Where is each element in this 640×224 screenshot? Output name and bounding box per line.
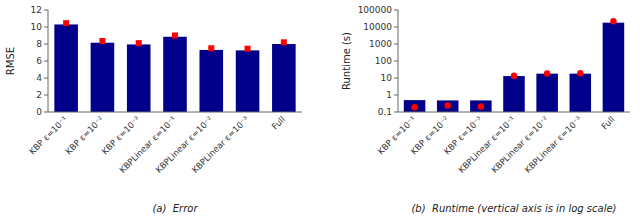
y-tick-label: 100000 (358, 5, 393, 15)
bar (54, 24, 78, 112)
marker (544, 70, 550, 76)
bar (199, 50, 223, 112)
y-axis (398, 10, 399, 112)
bar (570, 74, 592, 112)
marks (54, 20, 295, 112)
marker (136, 40, 142, 46)
marker (577, 70, 583, 76)
y-tick-label: 100 (375, 56, 392, 66)
y-axis-label: RMSE (5, 47, 16, 75)
y-tick (394, 95, 398, 96)
y-tick (44, 95, 48, 96)
marker (172, 33, 178, 39)
bar (236, 50, 260, 112)
bar (536, 74, 558, 112)
bar (404, 100, 426, 112)
y-tick (44, 10, 48, 11)
y-axis (48, 10, 49, 112)
x-axis-label: (b) Runtime (vertical axis is in log sca… (411, 203, 616, 214)
x-tick-label: Full (270, 114, 287, 131)
panel: 0.1110100100010000100000KBP ε=10⁻¹KBP ε=… (341, 5, 630, 215)
y-tick-label: 0 (36, 107, 42, 117)
x-tick-label: KBPLinear ε=10⁻² (489, 114, 550, 175)
x-tick-label: KBPLinear ε=10⁻³ (190, 114, 251, 175)
x-tick-label: KBPLinear ε=10⁻³ (523, 114, 584, 175)
marker (245, 46, 251, 52)
y-tick-label: 10 (381, 73, 393, 83)
marker (411, 104, 417, 110)
y-tick-label: 0.1 (378, 107, 392, 117)
y-tick (394, 10, 398, 11)
bar (603, 23, 625, 112)
y-tick-label: 6 (36, 56, 42, 66)
chart-root: 024681012KBP ε=10⁻¹KBP ε=10⁻²KBP ε=10⁻³K… (0, 0, 640, 224)
y-tick (394, 61, 398, 62)
y-tick (394, 44, 398, 45)
bar (127, 44, 151, 112)
bar (503, 76, 525, 112)
marker (99, 38, 105, 44)
y-tick (44, 78, 48, 79)
bar (437, 100, 459, 112)
y-tick (44, 44, 48, 45)
y-axis-label: Runtime (s) (341, 32, 352, 90)
x-tick-label: Full (599, 114, 616, 131)
bar (163, 37, 187, 112)
marker (445, 102, 451, 108)
y-tick (44, 112, 48, 113)
y-tick (394, 27, 398, 28)
panel: 024681012KBP ε=10⁻¹KBP ε=10⁻²KBP ε=10⁻³K… (5, 5, 302, 215)
marker (281, 39, 287, 45)
marker (208, 45, 214, 51)
y-tick-label: 2 (36, 90, 42, 100)
y-tick-label: 1 (386, 90, 392, 100)
y-tick-label: 1000 (369, 39, 392, 49)
y-tick-label: 12 (31, 5, 42, 15)
y-tick-label: 4 (36, 73, 42, 83)
y-tick (44, 27, 48, 28)
y-tick-label: 10000 (363, 22, 392, 32)
x-axis-label: (a) Error (152, 203, 198, 214)
x-tick-label: KBPLinear ε=10⁻¹ (456, 114, 517, 175)
bar (470, 100, 492, 112)
y-tick-label: 8 (36, 39, 42, 49)
y-tick (394, 78, 398, 79)
marker (478, 103, 484, 109)
bar (272, 44, 296, 112)
marker (610, 18, 616, 24)
x-axis (398, 112, 630, 113)
y-tick (44, 61, 48, 62)
x-axis (48, 112, 302, 113)
marks (404, 18, 624, 112)
marker (511, 73, 517, 79)
y-tick-label: 10 (31, 22, 43, 32)
bar (91, 43, 115, 112)
y-tick (394, 112, 398, 113)
marker (63, 20, 69, 26)
